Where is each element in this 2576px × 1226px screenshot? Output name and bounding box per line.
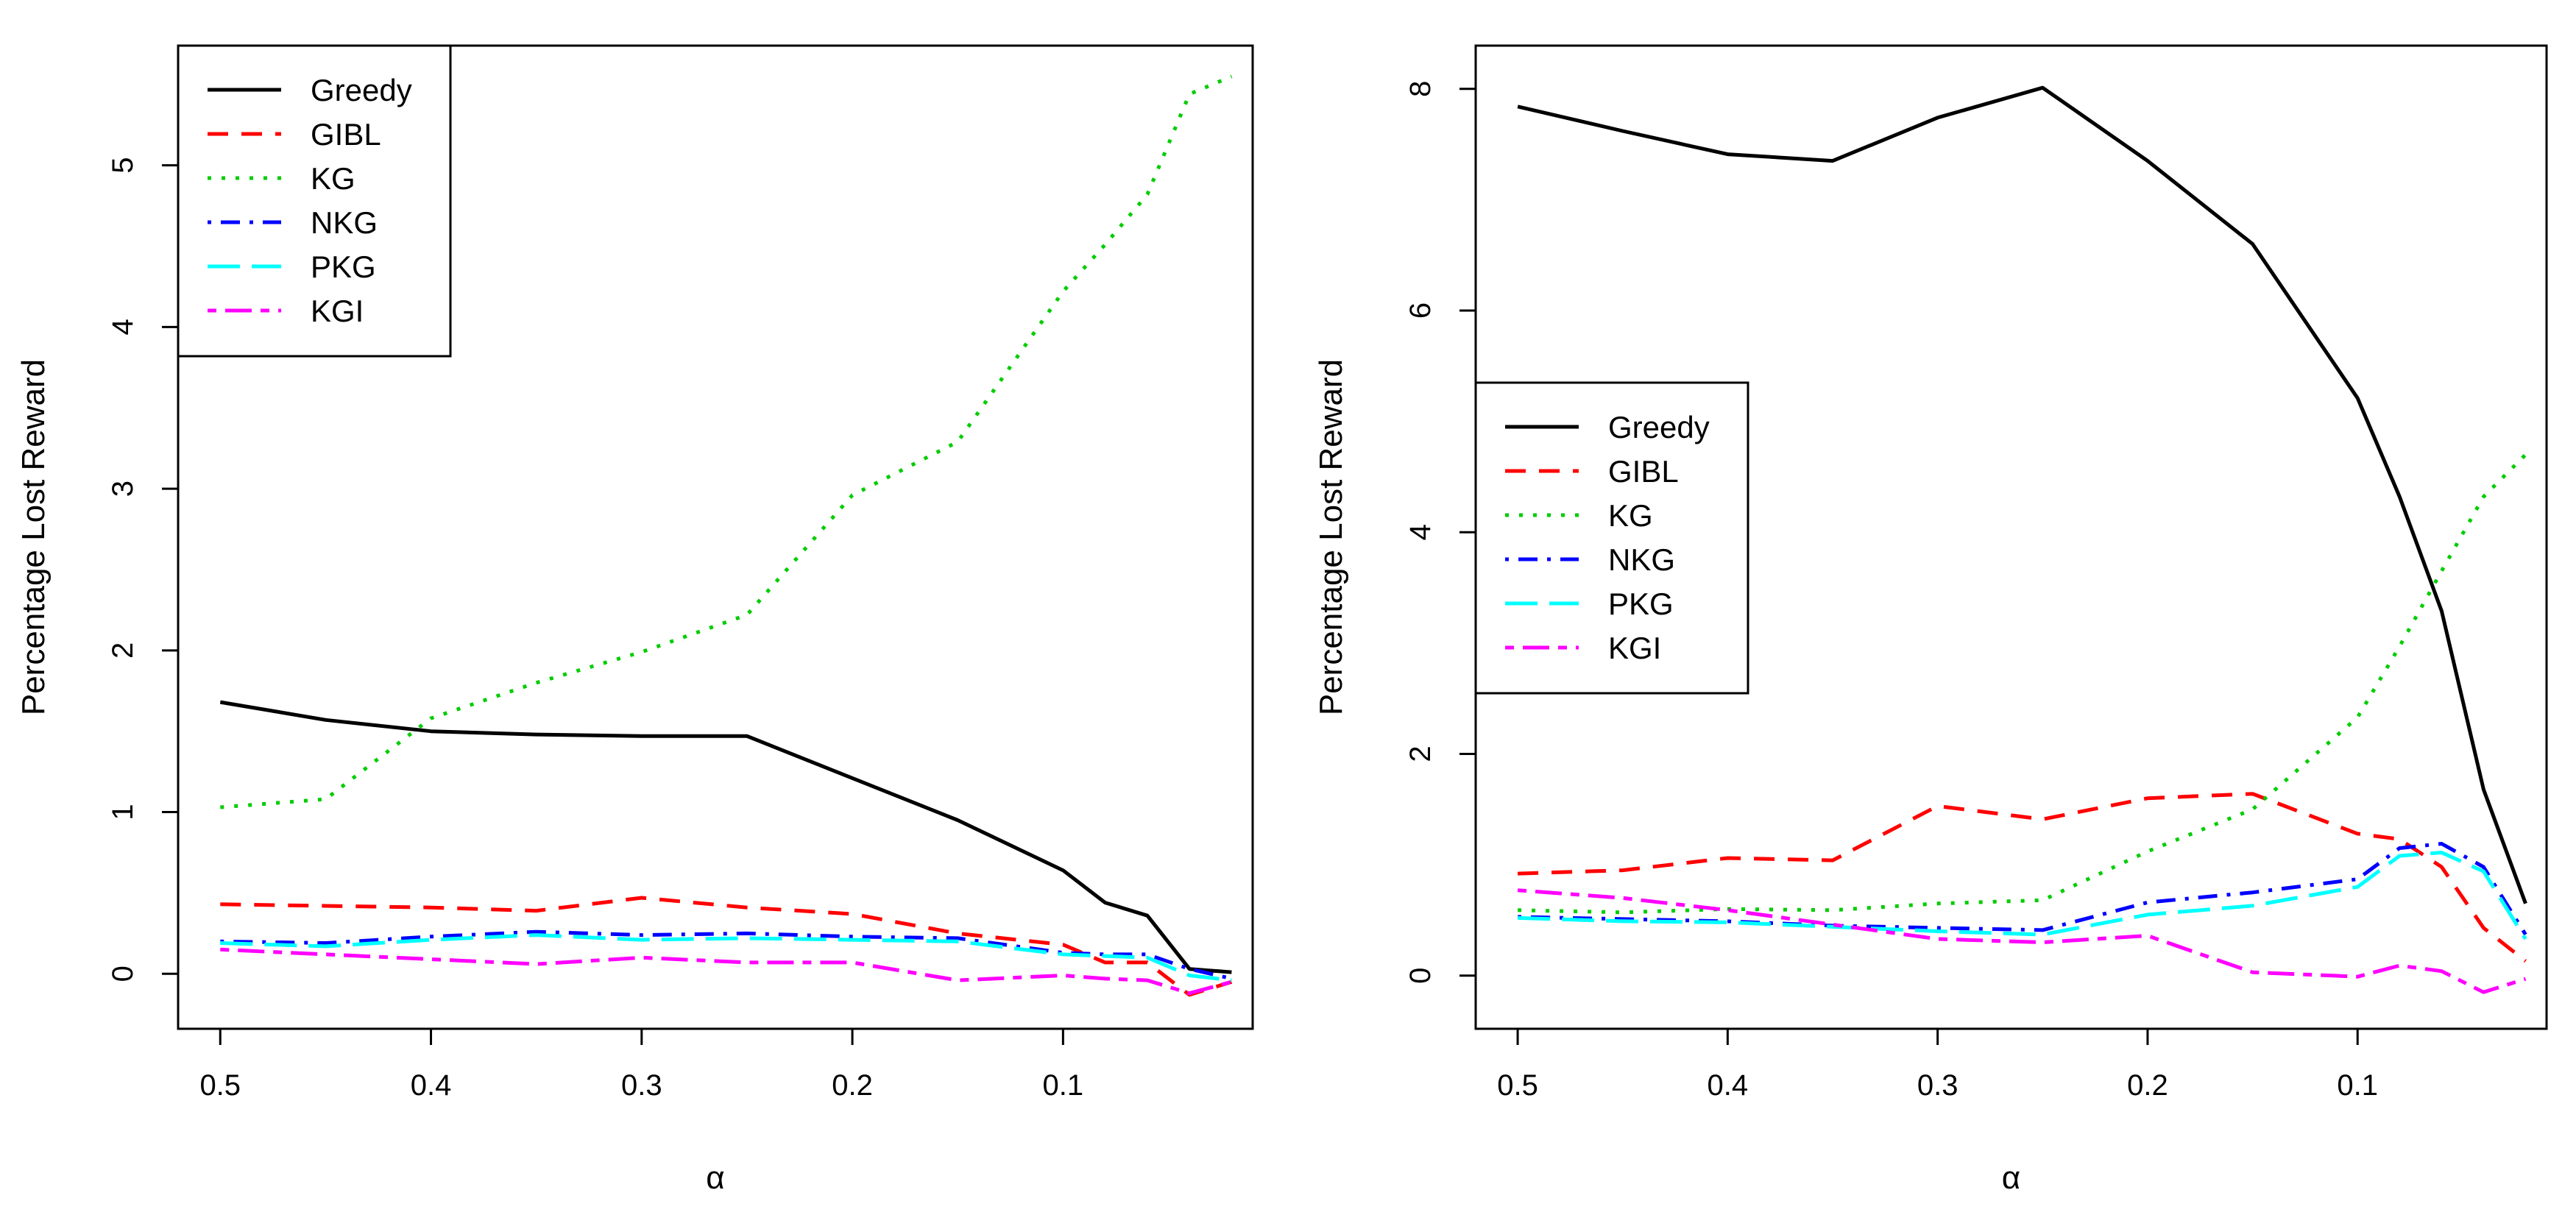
y-tick-label: 4 xyxy=(1404,524,1437,540)
legend-label-kg: KG xyxy=(311,161,355,196)
y-axis-label: Percentage Lost Reward xyxy=(15,359,52,715)
series-line-greedy xyxy=(219,700,1232,974)
y-tick-label: 3 xyxy=(107,481,139,497)
x-tick-label: 0.3 xyxy=(621,1069,662,1102)
series-line-nkg xyxy=(220,929,1232,981)
plot-frame xyxy=(177,44,1254,1030)
x-tick-label: 0.5 xyxy=(199,1069,241,1102)
x-tick-label: 0.2 xyxy=(832,1069,873,1102)
legend-label-pkg: PKG xyxy=(1608,587,1674,621)
series-line-gibl xyxy=(1518,792,2527,963)
y-tick-label: 0 xyxy=(1404,968,1437,984)
right-plot-panel: 0.5 0.4 0.3 0.2 0.1 0 2 4 6 8 α Percentage Lost Rew… xyxy=(1313,44,2548,1196)
y-axis-label: Percentage Lost Reward xyxy=(1313,359,1349,715)
x-tick-label: 0.1 xyxy=(2337,1069,2378,1102)
series-line-gibl xyxy=(220,896,1233,997)
x-axis-label: α xyxy=(2002,1160,2020,1196)
y-tick-label: 1 xyxy=(107,804,139,820)
x-tick-label: 0.5 xyxy=(1497,1069,1538,1102)
legend-label-pkg: PKG xyxy=(311,249,376,284)
series-line-greedy xyxy=(1517,85,2527,904)
legend-label-gibl: GIBL xyxy=(1608,454,1679,489)
legend-label-greedy: Greedy xyxy=(311,73,412,107)
left-plot-panel: 0.5 0.4 0.3 0.2 0.1 0 1 2 3 4 5 α Percentage Lost Re… xyxy=(15,44,1254,1196)
legend-label-kg: KG xyxy=(1608,498,1653,533)
x-tick-label: 0.1 xyxy=(1043,1069,1084,1102)
legend-box xyxy=(1474,381,1749,695)
x-tick-label: 0.3 xyxy=(1917,1069,1958,1102)
series-line-kg xyxy=(1518,453,2527,915)
legend-label-greedy: Greedy xyxy=(1608,410,1710,444)
x-axis-label: α xyxy=(706,1160,724,1196)
x-tick-label: 0.4 xyxy=(411,1069,452,1102)
series-line-pkg xyxy=(220,933,1232,982)
y-tick-label: 4 xyxy=(107,319,139,335)
legend-label-nkg: NKG xyxy=(311,205,378,240)
legend-label-kgi: KGI xyxy=(311,294,364,328)
series-line-pkg xyxy=(1518,851,2527,940)
series-line-kgi xyxy=(1517,888,2527,994)
y-tick-label: 2 xyxy=(1404,745,1437,762)
y-tick-label: 2 xyxy=(107,642,139,659)
series-line-kg xyxy=(220,74,1233,809)
legend-box xyxy=(177,44,452,358)
legend-label-nkg: NKG xyxy=(1608,542,1675,577)
series-line-kgi xyxy=(220,947,1233,996)
y-tick-label: 5 xyxy=(107,157,139,173)
series-line-nkg xyxy=(1518,842,2527,936)
legend-label-gibl: GIBL xyxy=(311,117,381,152)
y-tick-label: 6 xyxy=(1404,302,1437,319)
legend-label-kgi: KGI xyxy=(1608,631,1661,665)
y-tick-label: 0 xyxy=(107,965,139,982)
x-tick-label: 0.4 xyxy=(1708,1069,1749,1102)
x-tick-label: 0.2 xyxy=(2127,1069,2168,1102)
y-tick-label: 8 xyxy=(1404,81,1437,97)
